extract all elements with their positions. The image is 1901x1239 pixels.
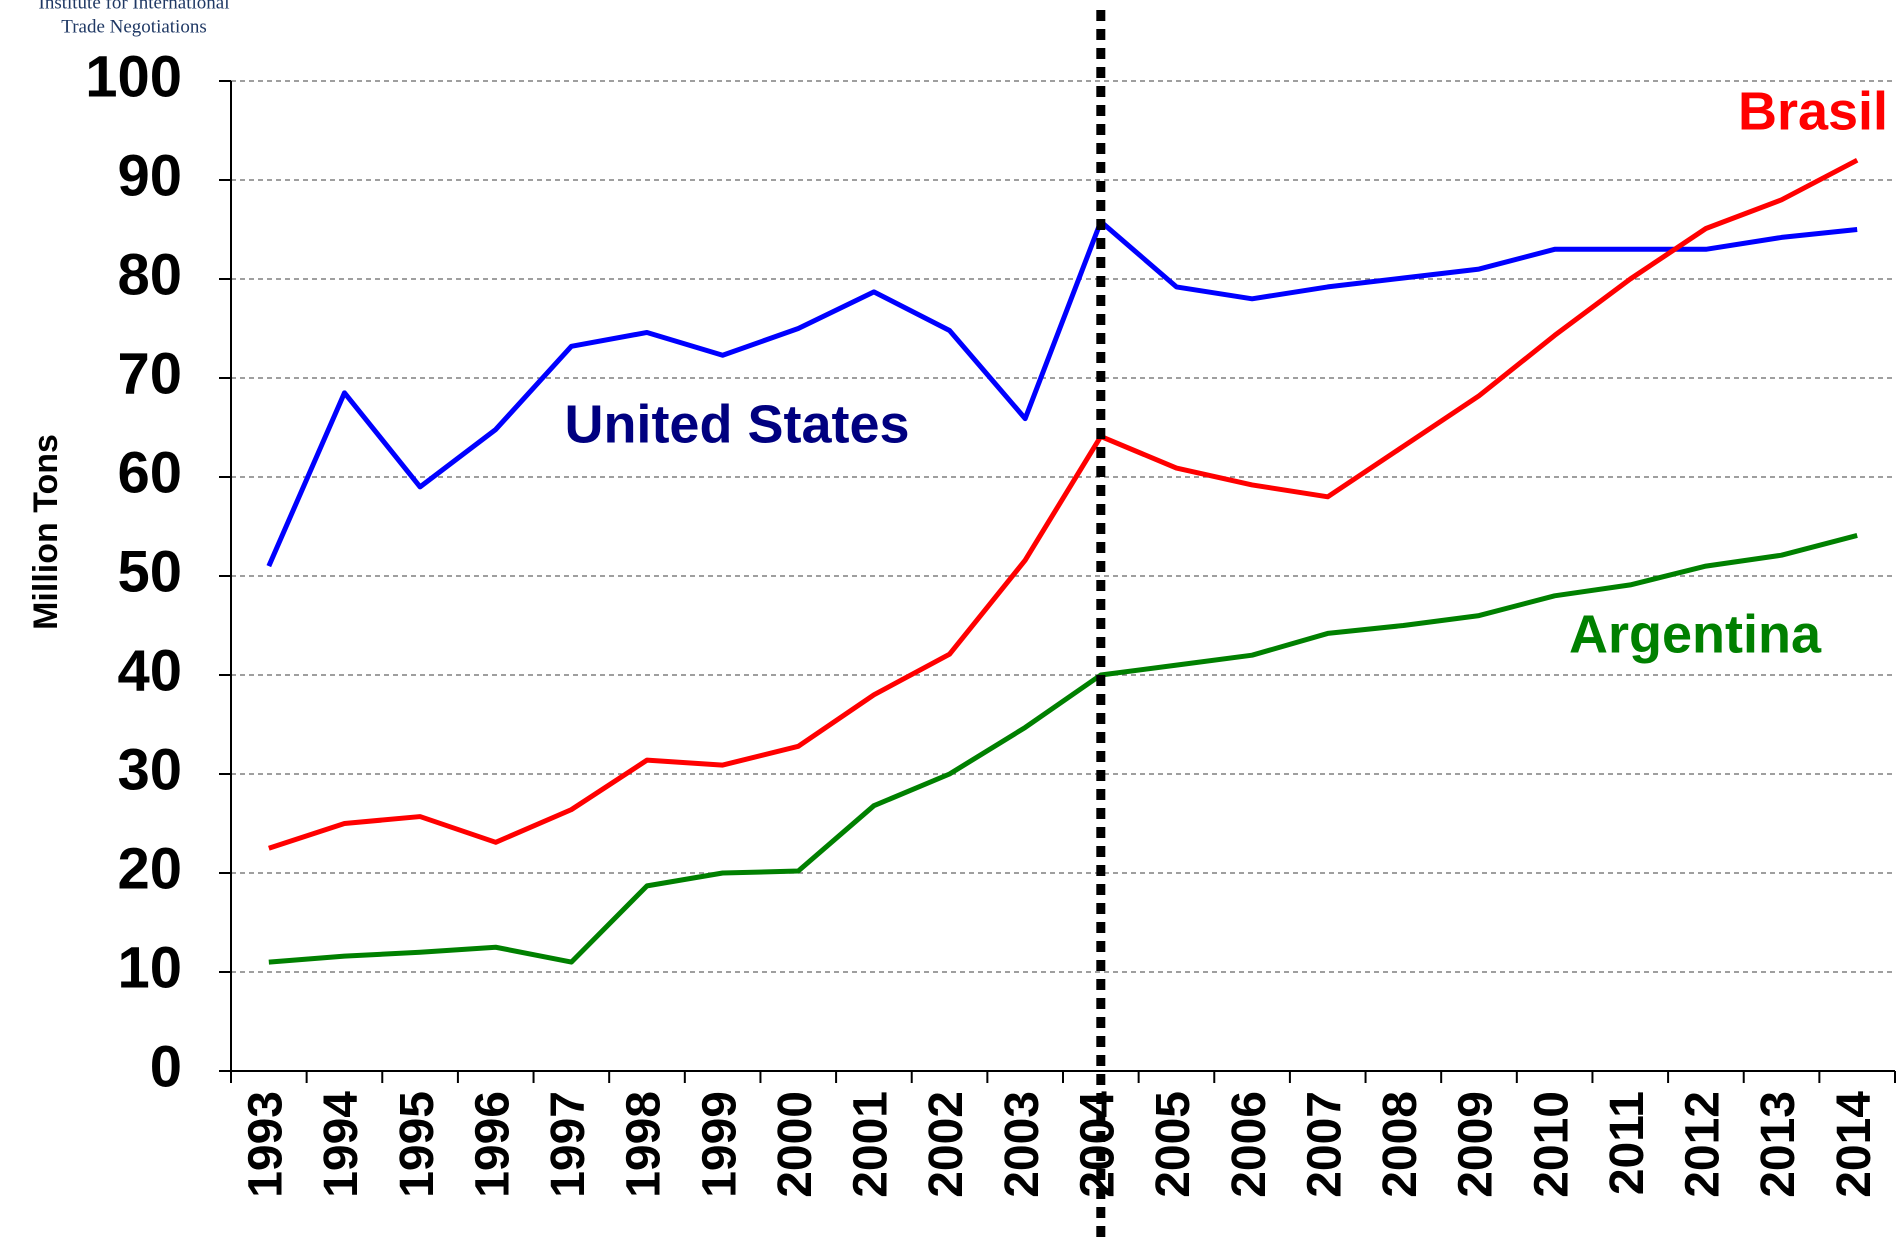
x-tick-label: 1995: [391, 1091, 444, 1198]
y-tick-label: 100: [85, 44, 182, 109]
y-tick-label: 70: [117, 341, 182, 406]
x-tick-label: 2004: [1071, 1091, 1124, 1198]
x-tick-label: 2011: [1601, 1091, 1654, 1195]
y-tick-label: 60: [117, 440, 182, 505]
y-tick-label: 20: [117, 836, 182, 901]
y-tick-label: 30: [117, 737, 182, 802]
x-tick-label: 1997: [542, 1091, 595, 1198]
y-tick-label: 40: [117, 638, 182, 703]
series-label: United States: [564, 394, 909, 454]
x-tick-label: 2007: [1298, 1091, 1351, 1198]
y-tick-label: 80: [117, 242, 182, 307]
y-axis-title: Million Tons: [27, 434, 65, 630]
x-tick-label: 1998: [618, 1091, 671, 1198]
y-tick-label: 0: [150, 1034, 182, 1099]
x-tick-label: 2003: [996, 1091, 1049, 1198]
y-tick-label: 90: [117, 143, 182, 208]
series-line: [266, 219, 1858, 568]
x-tick-label: 2006: [1223, 1091, 1276, 1198]
series-line: [268, 532, 1858, 965]
y-tick-label: 10: [117, 935, 182, 1000]
x-tick-label: 2009: [1450, 1091, 1503, 1198]
series-line: [268, 157, 1859, 851]
x-tick-label: 1996: [466, 1091, 519, 1198]
x-tick-label: 2012: [1677, 1091, 1730, 1198]
series-label: Brasil: [1738, 81, 1888, 141]
x-tick-label: 2001: [845, 1091, 898, 1198]
x-tick-label: 2000: [769, 1091, 822, 1198]
logo-line: Institute for International: [39, 0, 230, 13]
x-tick-label: 2013: [1752, 1091, 1805, 1198]
x-tick-label: 1993: [239, 1091, 292, 1198]
x-tick-label: 2005: [1147, 1091, 1200, 1198]
logo-line: Trade Negotiations: [61, 16, 206, 37]
x-tick-label: 1999: [693, 1091, 746, 1198]
x-tick-label: 2014: [1828, 1091, 1881, 1198]
x-tick-label: 2008: [1374, 1091, 1427, 1198]
x-tick-label: 1994: [315, 1091, 368, 1198]
x-tick-label: 2010: [1525, 1091, 1578, 1198]
y-tick-label: 50: [117, 539, 182, 604]
x-tick-label: 2002: [920, 1091, 973, 1198]
series-label: Argentina: [1569, 604, 1822, 664]
